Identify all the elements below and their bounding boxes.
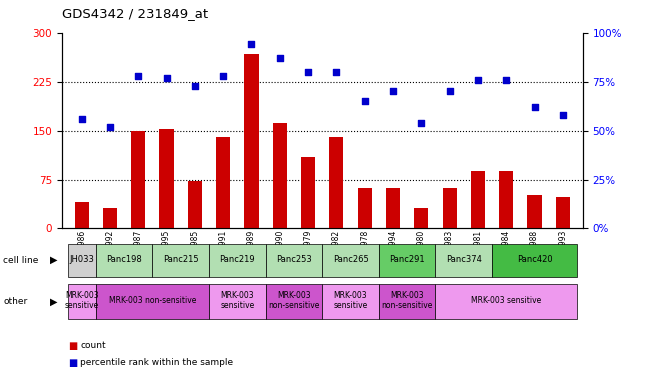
Bar <box>96 284 209 319</box>
Bar <box>492 244 577 276</box>
Point <box>331 69 342 75</box>
Text: percentile rank within the sample: percentile rank within the sample <box>80 358 233 367</box>
Text: Panc265: Panc265 <box>333 255 368 264</box>
Bar <box>75 202 89 228</box>
Text: JH033: JH033 <box>69 255 94 264</box>
Text: Panc215: Panc215 <box>163 255 199 264</box>
Bar <box>216 137 230 228</box>
Bar <box>266 284 322 319</box>
Point <box>246 41 256 48</box>
Bar <box>244 53 258 228</box>
Text: ▶: ▶ <box>49 255 57 265</box>
Bar <box>357 188 372 228</box>
Bar <box>68 284 96 319</box>
Text: ▶: ▶ <box>49 296 57 306</box>
Text: Panc420: Panc420 <box>517 255 552 264</box>
Text: MRK-003
sensitive: MRK-003 sensitive <box>333 291 368 310</box>
Bar <box>436 244 492 276</box>
Text: cell line: cell line <box>3 256 38 265</box>
Bar <box>556 197 570 228</box>
Bar <box>159 129 174 228</box>
Bar <box>436 284 577 319</box>
Text: MRK-003
sensitive: MRK-003 sensitive <box>64 291 99 310</box>
Bar <box>379 244 436 276</box>
Point <box>303 69 313 75</box>
Bar <box>187 182 202 228</box>
Text: Panc291: Panc291 <box>389 255 425 264</box>
Bar <box>209 244 266 276</box>
Text: MRK-003
sensitive: MRK-003 sensitive <box>220 291 255 310</box>
Point <box>445 88 455 94</box>
Bar <box>301 157 315 228</box>
Point <box>359 98 370 104</box>
Bar <box>386 188 400 228</box>
Text: ■: ■ <box>68 358 77 368</box>
Bar <box>414 208 428 228</box>
Point <box>105 124 115 130</box>
Point <box>189 83 200 89</box>
Bar <box>96 244 152 276</box>
Text: MRK-003
non-sensitive: MRK-003 non-sensitive <box>268 291 320 310</box>
Bar <box>329 137 344 228</box>
Text: other: other <box>3 297 27 306</box>
Bar <box>273 123 287 228</box>
Point <box>275 55 285 61</box>
Point <box>416 120 426 126</box>
Text: MRK-003 non-sensitive: MRK-003 non-sensitive <box>109 296 196 305</box>
Text: MRK-003
non-sensitive: MRK-003 non-sensitive <box>381 291 433 310</box>
Text: GDS4342 / 231849_at: GDS4342 / 231849_at <box>62 7 208 20</box>
Text: ■: ■ <box>68 341 77 351</box>
Point <box>529 104 540 110</box>
Bar <box>322 244 379 276</box>
Bar <box>209 284 266 319</box>
Text: Panc219: Panc219 <box>219 255 255 264</box>
Text: count: count <box>80 341 105 350</box>
Bar <box>68 244 96 276</box>
Bar <box>152 244 209 276</box>
Bar <box>499 171 513 228</box>
Text: Panc253: Panc253 <box>276 255 312 264</box>
Point <box>558 112 568 118</box>
Point <box>76 116 87 122</box>
Text: MRK-003 sensitive: MRK-003 sensitive <box>471 296 542 305</box>
Bar <box>322 284 379 319</box>
Point <box>473 76 483 83</box>
Text: Panc198: Panc198 <box>106 255 142 264</box>
Bar <box>266 244 322 276</box>
Point <box>388 88 398 94</box>
Point <box>501 76 512 83</box>
Point <box>218 73 229 79</box>
Bar <box>132 131 145 228</box>
Bar <box>443 188 457 228</box>
Point <box>161 74 172 81</box>
Text: Panc374: Panc374 <box>446 255 482 264</box>
Point <box>133 73 143 79</box>
Bar <box>103 208 117 228</box>
Bar <box>527 195 542 228</box>
Bar <box>379 284 436 319</box>
Bar <box>471 171 485 228</box>
